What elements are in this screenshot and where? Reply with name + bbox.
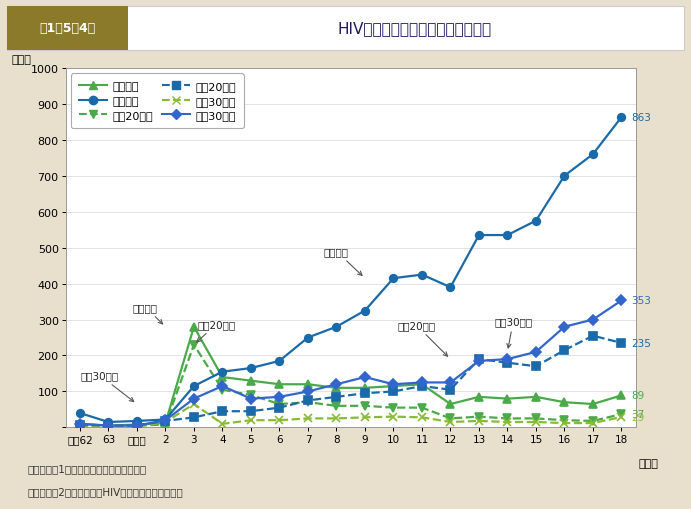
Text: 89: 89 — [632, 390, 645, 401]
Text: 235: 235 — [632, 338, 652, 348]
Text: 女性30歳代: 女性30歳代 — [81, 371, 134, 402]
Text: 353: 353 — [632, 296, 652, 306]
Text: （人）: （人） — [12, 55, 31, 65]
Bar — [7, 7, 128, 51]
Text: 863: 863 — [632, 113, 652, 123]
Text: 第1－5－4図: 第1－5－4図 — [39, 22, 96, 35]
Text: HIV感染者の性別，年代別年次推移: HIV感染者の性別，年代別年次推移 — [337, 21, 492, 36]
Text: 女性20歳代: 女性20歳代 — [197, 319, 236, 343]
Text: 29: 29 — [632, 412, 645, 422]
Legend: 女性総数, 男性総数, 女性20歳代, 男性20歳代, 女性30歳代, 男性30歳代: 女性総数, 男性総数, 女性20歳代, 男性20歳代, 女性30歳代, 男性30… — [71, 74, 243, 129]
Text: 男性総数: 男性総数 — [324, 247, 362, 276]
Text: 女性総数: 女性総数 — [133, 302, 162, 324]
Text: 2．各年の新規HIV感染者報告数である。: 2．各年の新規HIV感染者報告数である。 — [28, 486, 183, 496]
Text: 男性20歳代: 男性20歳代 — [397, 320, 448, 356]
Text: （年）: （年） — [638, 458, 659, 468]
Text: 男性30歳代: 男性30歳代 — [494, 317, 532, 348]
Text: （備考）　1．厚生労働省資料より作成。: （備考） 1．厚生労働省資料より作成。 — [28, 463, 146, 473]
Text: 37: 37 — [632, 409, 645, 419]
